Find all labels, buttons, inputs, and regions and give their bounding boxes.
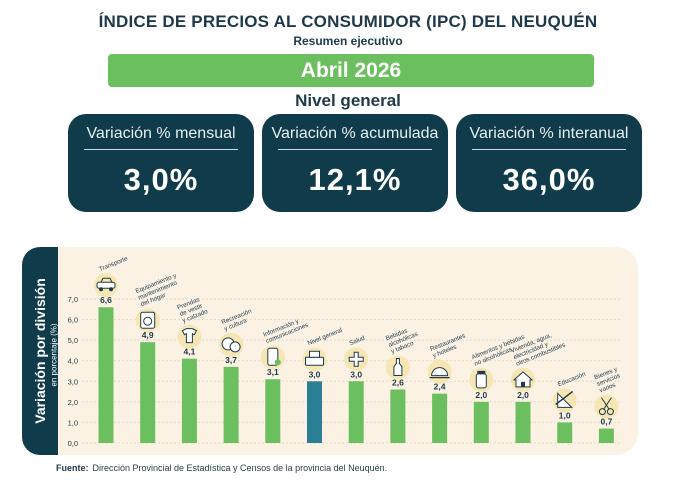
- category-label-line: Nivel general: [307, 327, 344, 347]
- wine-bottle-icon: [393, 358, 403, 377]
- level-heading: Nivel general: [295, 91, 401, 110]
- bar-value-label: 2,4: [434, 382, 446, 392]
- category-label: Recreacióny cultura: [221, 308, 256, 333]
- y-tick-label: 5,0: [68, 336, 78, 345]
- source-note: Fuente: Dirección Provincial de Estadísti…: [56, 463, 387, 473]
- jar-icon: [475, 370, 487, 389]
- bar-value-label: 0,7: [600, 417, 612, 427]
- bar-value-label: 2,0: [517, 390, 529, 400]
- category-label: Equipamiento ymantenimientodel hogar: [135, 272, 184, 308]
- chart-panel: [22, 247, 638, 455]
- bar-chart: 0,0 1,0 2,0 3,0 4,0 5,0 6,0 7,0 6,6 Transporte 4,9…: [68, 255, 624, 448]
- card-label: Variación % mensual: [86, 125, 236, 142]
- bar: [223, 366, 239, 443]
- category-label-line: Educación: [557, 371, 587, 389]
- y-tick-label: 7,0: [68, 295, 78, 304]
- card-accumulated-variation: Variación % acumulada 12,1%: [262, 114, 448, 212]
- source-text: Dirección Provincial de Estadística y Ce…: [92, 463, 388, 473]
- category-label-line: Transporte: [98, 255, 129, 273]
- bar: [348, 381, 364, 443]
- card-monthly-variation: Variación % mensual 3,0%: [68, 114, 254, 212]
- health-cross-icon: [348, 351, 364, 367]
- card-value: 12,1%: [308, 162, 402, 197]
- bar-value-label: 3,1: [267, 367, 279, 377]
- card-divider: [472, 149, 626, 150]
- bar-value-label: 1,0: [559, 410, 571, 420]
- bar-value-label: 6,6: [100, 295, 112, 305]
- card-value: 3,0%: [123, 162, 199, 197]
- y-tick-label: 1,0: [68, 418, 78, 427]
- bar-value-label: 4,9: [142, 330, 154, 340]
- category-label: Bebidasalcohólicasy tabaco: [385, 324, 422, 355]
- car-icon: [96, 277, 116, 292]
- house-icon: [512, 371, 534, 388]
- period-banner: Abril 2026: [108, 54, 594, 87]
- y-tick-label: 4,0: [68, 357, 78, 366]
- category-label: Vivienda, agua,electricidad yotros combu…: [510, 329, 567, 368]
- category-label: Prendasde vestiry calzado: [176, 295, 209, 325]
- theater-masks-icon: [221, 337, 241, 353]
- bar-value-label: 3,7: [225, 355, 237, 365]
- bar: [473, 401, 489, 443]
- card-divider: [278, 149, 432, 150]
- ruler-triangle-icon: [555, 390, 574, 408]
- category-label: Bienes yserviciosvarios: [593, 366, 624, 395]
- bar: [307, 381, 322, 443]
- cloche-icon: [429, 367, 450, 379]
- page-title: ÍNDICE DE PRECIOS AL CONSUMIDOR (IPC) DE…: [98, 12, 598, 31]
- bar: [390, 389, 406, 443]
- card-divider: [84, 149, 238, 150]
- y-tick-label: 0,0: [68, 439, 78, 448]
- bar: [557, 422, 573, 443]
- washing-machine-icon: [140, 311, 156, 329]
- card-label: Variación % interanual: [469, 125, 629, 142]
- card-value: 36,0%: [502, 162, 596, 197]
- shirt-shoe-icon: [181, 328, 198, 344]
- bar: [598, 428, 614, 443]
- bar: [98, 307, 114, 443]
- cash-register-icon: [305, 350, 324, 366]
- bar-value-label: 3,0: [309, 369, 321, 379]
- bar: [181, 358, 197, 443]
- category-label: Salud: [348, 334, 366, 347]
- y-tick-label: 3,0: [68, 377, 78, 386]
- category-label: Nivel general: [307, 327, 344, 347]
- smartphone-icon: [267, 347, 281, 366]
- bar-value-label: 4,1: [183, 347, 195, 357]
- icon-badge: [594, 394, 619, 419]
- y-tick-label: 2,0: [68, 398, 78, 407]
- bar-value-label: 2,0: [475, 390, 487, 400]
- bar-value-label: 2,6: [392, 378, 404, 388]
- scissors-icon: [598, 397, 614, 416]
- bar: [265, 379, 281, 443]
- source-label: Fuente:: [56, 463, 89, 473]
- chart-side-band: [22, 247, 58, 455]
- category-label-line: Salud: [348, 334, 366, 347]
- bar-value-label: 3,0: [350, 369, 362, 379]
- bar: [515, 401, 531, 443]
- page-subtitle: Resumen ejecutivo: [293, 34, 403, 48]
- card-label: Variación % acumulada: [271, 125, 439, 142]
- category-label: Restaurantesy hoteles: [429, 332, 469, 359]
- card-yearly-variation: Variación % interanual 36,0%: [456, 114, 642, 212]
- category-label: Educación: [557, 371, 587, 389]
- bar: [432, 393, 448, 443]
- category-label: Transporte: [98, 255, 129, 273]
- bar: [140, 342, 156, 443]
- y-tick-label: 6,0: [68, 316, 78, 325]
